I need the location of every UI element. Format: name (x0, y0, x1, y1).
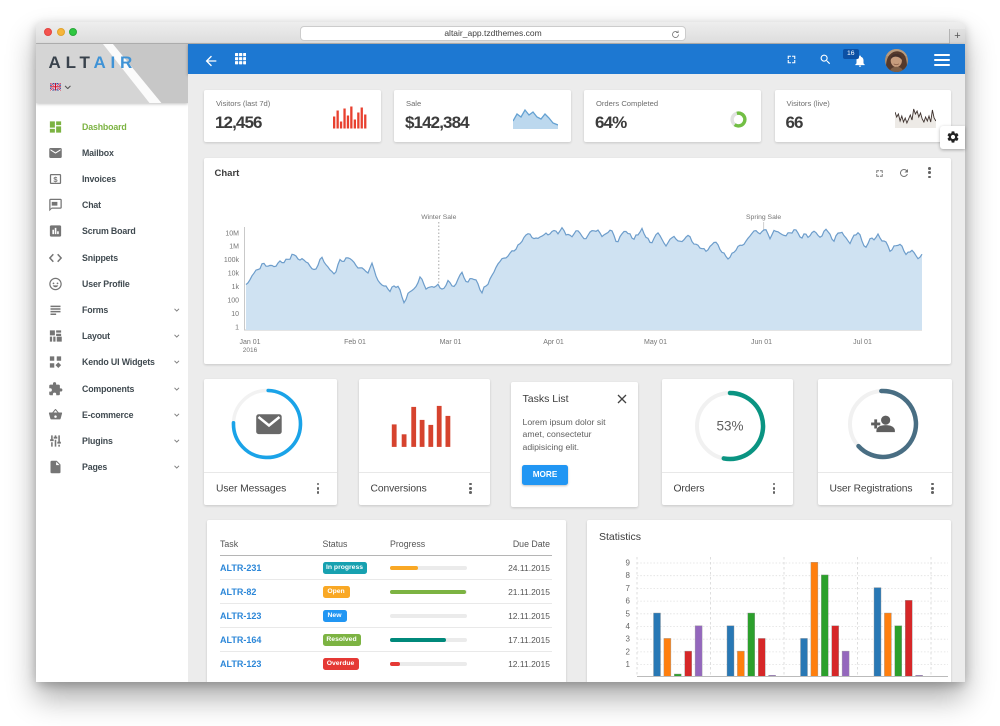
svg-text:1: 1 (235, 324, 239, 331)
svg-text:Feb 01: Feb 01 (344, 339, 366, 346)
svg-text:1k: 1k (232, 284, 240, 291)
svg-text:2: 2 (626, 647, 631, 656)
svg-text:Jan 01: Jan 01 (239, 339, 260, 346)
svg-text:May 01: May 01 (644, 339, 667, 346)
svg-text:1M: 1M (229, 244, 239, 251)
svg-text:Mar 01: Mar 01 (440, 339, 462, 346)
svg-text:7: 7 (626, 584, 631, 593)
svg-text:1: 1 (626, 660, 631, 669)
svg-text:4: 4 (626, 622, 631, 631)
svg-text:100k: 100k (224, 257, 240, 264)
svg-text:Apr 01: Apr 01 (543, 339, 564, 346)
svg-text:10: 10 (231, 311, 239, 318)
svg-text:53%: 53% (716, 419, 743, 434)
svg-text:3: 3 (626, 635, 631, 644)
svg-text:Jun 01: Jun 01 (751, 339, 772, 346)
svg-text:100: 100 (227, 297, 239, 304)
svg-text:6: 6 (626, 597, 631, 606)
svg-text:5: 5 (626, 609, 631, 618)
svg-text:2016: 2016 (243, 347, 258, 354)
svg-text:8: 8 (626, 571, 631, 580)
svg-text:10M: 10M (225, 230, 239, 237)
svg-text:$: $ (53, 175, 58, 184)
svg-text:Spring Sale: Spring Sale (746, 214, 781, 221)
svg-text:10k: 10k (228, 271, 240, 278)
svg-text:9: 9 (626, 559, 631, 568)
svg-text:Winter Sale: Winter Sale (421, 214, 456, 221)
svg-text:Jul 01: Jul 01 (853, 339, 872, 346)
